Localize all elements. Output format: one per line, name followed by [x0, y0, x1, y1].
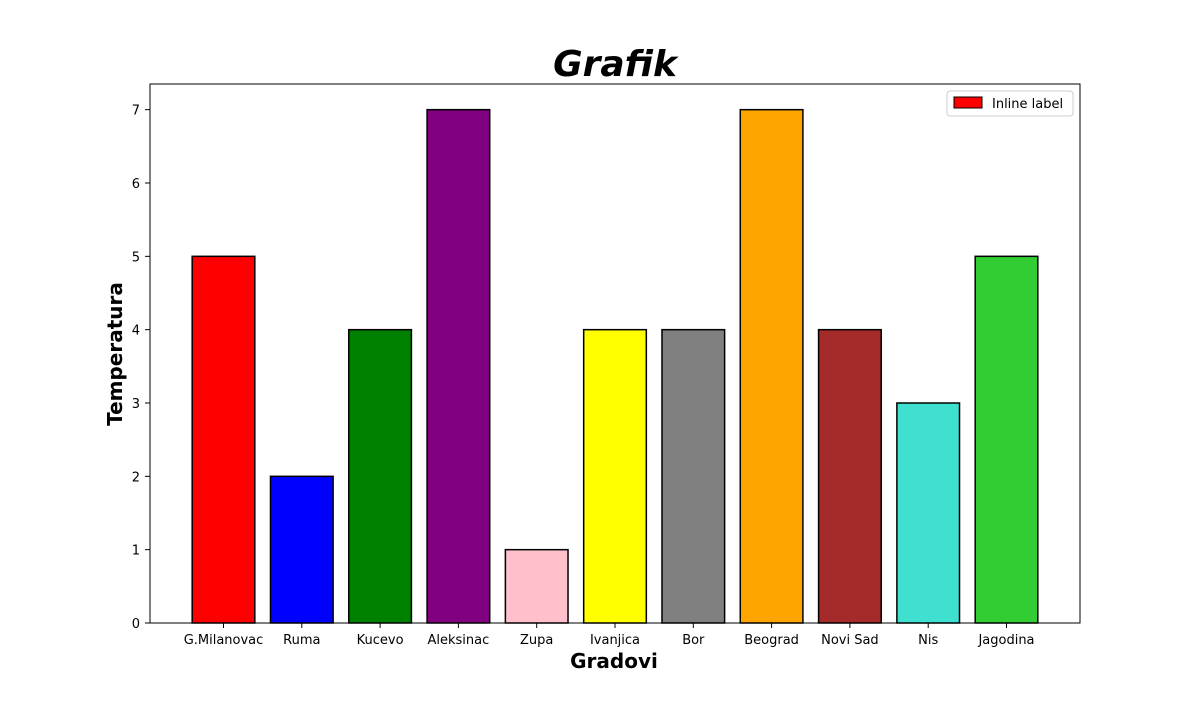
plot-area-frame [149, 83, 1081, 624]
bar-ruma [269, 475, 334, 624]
y-tick-label: 1 [132, 544, 140, 559]
bar-bor [661, 328, 726, 624]
bar-nis [896, 402, 961, 624]
bar-aleksinac [426, 108, 491, 624]
legend-label: Inline label [992, 97, 1063, 112]
chart-title: Grafik [553, 44, 679, 85]
bars-group [191, 108, 1039, 624]
bar-jagodina [974, 255, 1039, 624]
y-tick-label: 0 [132, 617, 140, 632]
legend-swatch [953, 96, 983, 109]
x-tick-label: Ivanjica [590, 633, 640, 648]
y-axis-ticks: 0 1 2 3 4 5 6 7 [132, 104, 150, 632]
legend: Inline label [946, 90, 1074, 117]
y-tick-label: 4 [132, 324, 140, 339]
bar-kucevo [348, 328, 413, 624]
x-tick-label: Novi Sad [821, 633, 879, 648]
y-tick-label: 5 [132, 250, 140, 265]
x-tick-label: Zupa [520, 633, 553, 648]
x-tick-label: Nis [918, 633, 938, 648]
bar-novi-sad [817, 328, 882, 624]
x-tick-label: Aleksinac [428, 633, 490, 648]
y-tick-label: 3 [132, 397, 140, 412]
x-axis-ticks: G.Milanovac Ruma Kucevo Aleksinac Zupa Ivanji… [184, 623, 1035, 648]
x-tick-label: Jagodina [977, 633, 1034, 648]
x-tick-label: Kucevo [357, 633, 404, 648]
x-tick-label: Beograd [744, 633, 799, 648]
bar-beograd [739, 108, 804, 624]
bar-ivanjica [582, 328, 648, 624]
bar-zupa [504, 548, 569, 624]
bar-g-milanovac [191, 255, 256, 624]
y-tick-label: 2 [132, 470, 140, 485]
x-tick-label: G.Milanovac [184, 633, 264, 648]
x-tick-label: Bor [682, 633, 705, 648]
y-tick-label: 7 [132, 104, 140, 119]
x-tick-label: Ruma [283, 633, 320, 648]
y-axis-label: Temperatura [103, 282, 127, 426]
x-axis-label: Gradovi [570, 649, 658, 673]
y-tick-label: 6 [132, 177, 140, 192]
